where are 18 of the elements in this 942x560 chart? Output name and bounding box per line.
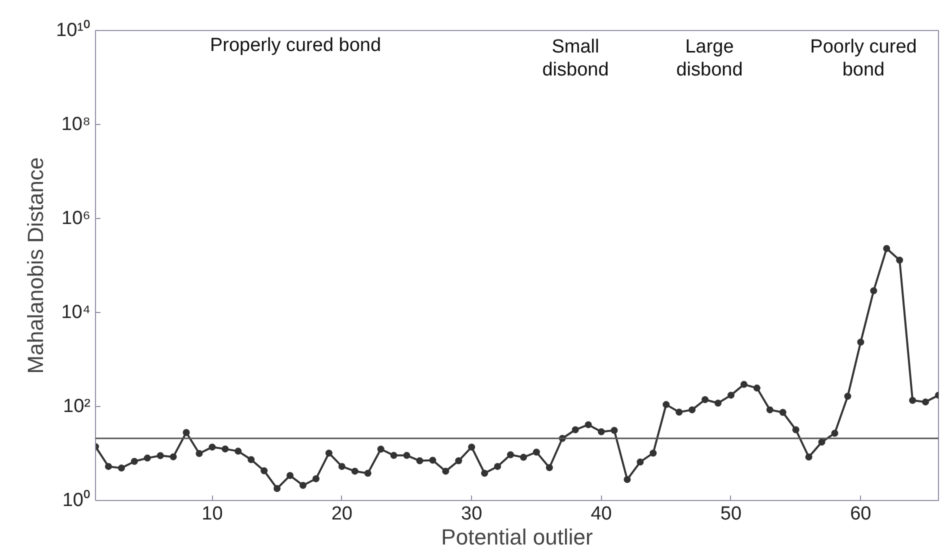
y-axis-title: Mahalanobis Distance — [23, 157, 48, 374]
y-tick-label: 10¹⁰ — [56, 19, 91, 41]
annotation: Poorly cured bond — [810, 36, 917, 81]
x-tick-label: 20 — [331, 504, 352, 524]
y-tick-label: 10⁶ — [62, 208, 91, 229]
y-tick-label: 10² — [63, 396, 91, 417]
x-tick-label: 50 — [720, 504, 742, 524]
y-tick-label: 10⁴ — [61, 302, 91, 323]
annotation: Small disbond — [542, 36, 609, 81]
x-tick-label: 40 — [590, 504, 612, 524]
x-tick-label: 30 — [461, 504, 482, 524]
y-tick-label: 10⁸ — [61, 114, 91, 135]
x-tick-label: 60 — [850, 504, 872, 524]
x-axis-title: Potential outlier — [441, 524, 593, 550]
annotation: Properly cured bond — [210, 35, 382, 56]
annotation: Large disbond — [676, 36, 743, 81]
y-tick-label: 10⁰ — [62, 489, 91, 511]
x-tick-label: 10 — [202, 504, 223, 524]
